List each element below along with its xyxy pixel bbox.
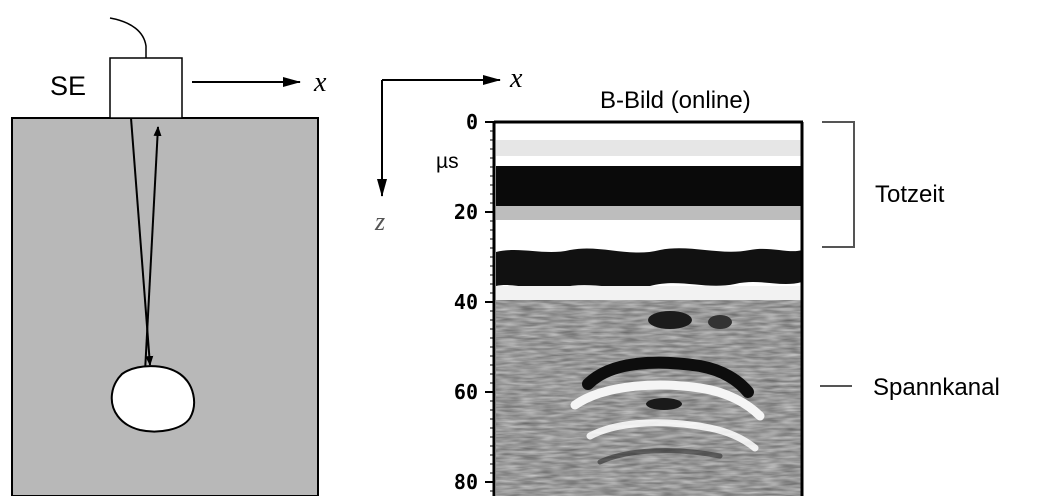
tick-label: 0 [466,110,478,134]
duct-label: Spannkanal [873,374,1000,401]
time-unit-label: µs [436,150,459,173]
ray-up [144,126,162,373]
dead-time-bracket [822,121,855,248]
dead-time-label: Totzeit [875,181,945,208]
tick-label: 40 [454,290,478,314]
transducer-cable [109,17,147,58]
transducer-label: SE [50,71,86,101]
transducer-box [109,57,183,119]
b-scan-title: B-Bild (online) [600,87,751,114]
tick-label: 60 [454,380,478,404]
tick-label: 20 [454,200,478,224]
tick-label: 80 [454,470,478,494]
z-axis-label: z [374,207,385,236]
back-echo-band [496,248,802,289]
x-axis-label-right: x [509,63,523,94]
annotations: Totzeit Spannkanal [820,121,1000,401]
time-axis: µs 0 20 40 60 80 [436,110,496,496]
concrete-block [11,117,319,496]
coordinate-axes: x z [374,63,523,236]
x-axis-label-left: x [313,67,327,98]
duct-reflector [110,365,196,433]
b-scan-image: B-Bild (online) [494,87,804,496]
specimen-diagram: SE x [11,17,327,496]
dead-time-band [496,166,802,206]
duct-hyperbola [582,356,754,398]
